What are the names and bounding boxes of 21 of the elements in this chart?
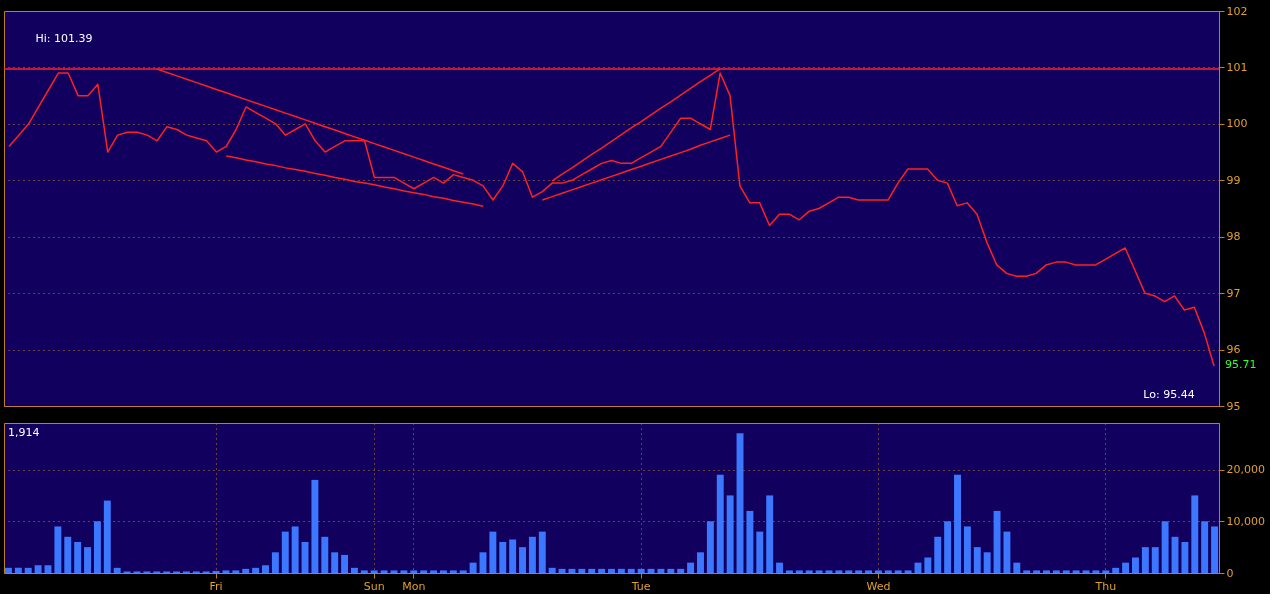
x-tick-label: Wed — [866, 579, 891, 593]
annotation: Hi: 101.39 — [35, 32, 93, 45]
y-tick-label: 99 — [1226, 173, 1241, 187]
annotation: 1,914 — [8, 426, 40, 439]
y-tick-label: 97 — [1226, 286, 1241, 300]
y-tick-label: 10,000 — [1226, 514, 1265, 528]
y-tick-label: 95 — [1226, 399, 1241, 413]
text: 95.71 — [1225, 358, 1257, 371]
x-tick-label: Fri — [209, 579, 223, 593]
x-tick-label: Thu — [1094, 579, 1117, 593]
y-tick-label: 102 — [1226, 4, 1248, 18]
x-tick-label: Mon — [402, 579, 426, 593]
y-tick-label: 20,000 — [1226, 463, 1265, 477]
annotation: Lo: 95.44 — [1143, 388, 1195, 401]
y-tick-label: 0 — [1226, 566, 1234, 580]
y-tick-label: 101 — [1226, 60, 1248, 74]
y-tick-label: 100 — [1226, 117, 1248, 131]
x-tick-label: Sun — [363, 579, 385, 593]
y-tick-label: 96 — [1226, 343, 1241, 357]
y-tick-label: 98 — [1226, 230, 1241, 244]
x-tick-label: Tue — [630, 579, 651, 593]
